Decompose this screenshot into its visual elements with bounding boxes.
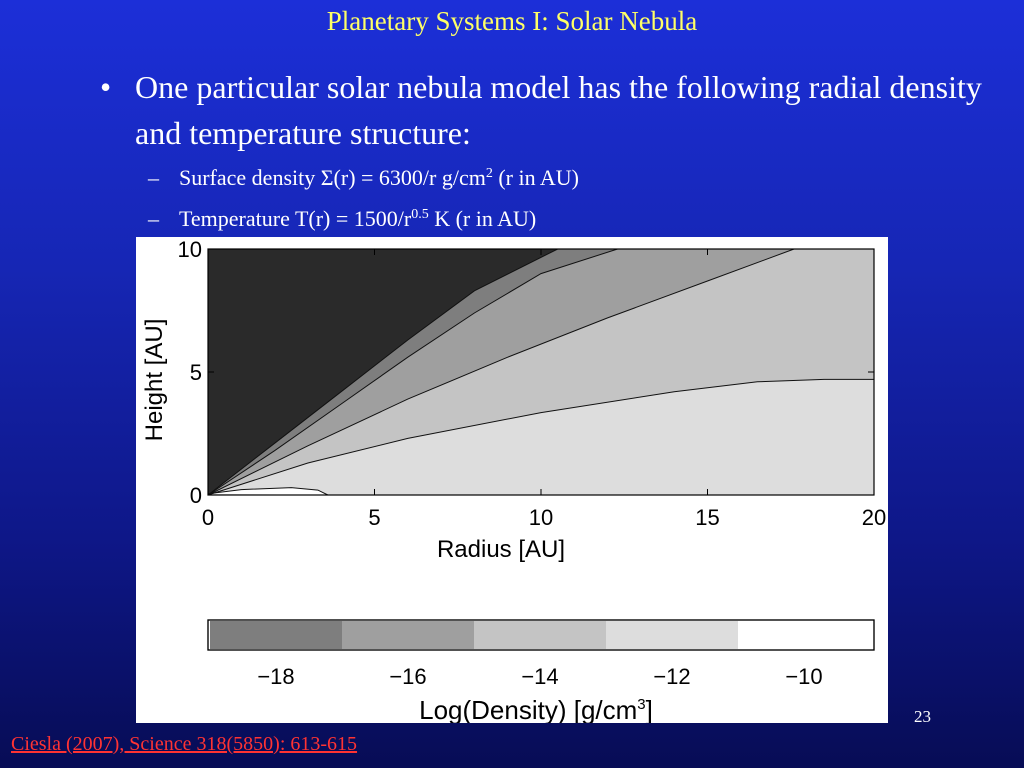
colorbar-band xyxy=(606,621,738,649)
bullet-text: One particular solar nebula model has th… xyxy=(135,69,982,151)
x-tick-label: 0 xyxy=(202,505,214,530)
page-number: 23 xyxy=(914,707,931,726)
contour-region-minus10 xyxy=(208,487,328,495)
sub-bullet-prefix: Temperature T(r) = 1500/r xyxy=(179,206,412,231)
colorbar-tick-label: −18 xyxy=(257,664,294,689)
sub-bullet-prefix: Surface density Σ(r) = 6300/r g/cm xyxy=(179,165,486,190)
y-axis-label: Height [AU] xyxy=(141,319,168,442)
sub-bullet-text: Temperature T(r) = 1500/r0.5 K (r in AU) xyxy=(179,205,536,233)
y-tick-label: 5 xyxy=(190,360,202,385)
sub-bullet-suffix: (r in AU) xyxy=(492,165,580,190)
colorbar-tick-label: −10 xyxy=(785,664,822,689)
colorbar-tick-label: −12 xyxy=(653,664,690,689)
contour-line-minus10 xyxy=(207,487,329,496)
sub-bullet-suffix: K (r in AU) xyxy=(428,206,537,231)
contour-line-minus18 xyxy=(207,248,558,496)
contour-line-minus16 xyxy=(207,248,618,496)
sub-bullet-sup: 2 xyxy=(485,166,493,181)
colorbar-band xyxy=(342,621,474,649)
sub-bullet-dash: – xyxy=(148,206,159,231)
y-tick-label: 0 xyxy=(190,483,202,508)
x-tick-label: 10 xyxy=(529,505,553,530)
colorbar-title: Log(Density) [g/cm3] xyxy=(419,695,653,723)
sub-bullet-sup: 0.5 xyxy=(411,207,429,222)
colorbar-band xyxy=(474,621,606,649)
x-tick-label: 20 xyxy=(862,505,886,530)
density-contour-figure: 0 5 10 15 20 0 5 10 Radius [AU] Height [AU] −18 −16… xyxy=(136,237,888,723)
sub-bullet-text: Surface density Σ(r) = 6300/r g/cm2 (r i… xyxy=(179,164,579,192)
bullet-marker: • xyxy=(100,69,112,105)
x-tick-label: 15 xyxy=(695,505,719,530)
x-tick-label: 5 xyxy=(368,505,380,530)
colorbar-tick-label: −14 xyxy=(521,664,558,689)
slide-title: Planetary Systems I: Solar Nebula xyxy=(326,6,698,36)
sub-bullet-dash: – xyxy=(148,165,159,190)
colorbar-tick-label: −16 xyxy=(389,664,426,689)
contour-region-below-minus18 xyxy=(208,249,558,495)
contour-line-minus12 xyxy=(207,378,874,496)
citation-link[interactable]: Ciesla (2007), Science 318(5850): 613-61… xyxy=(11,733,358,755)
contour-plot-svg: 0 5 10 15 20 0 5 10 Radius [AU] Height [AU] −18 −16… xyxy=(141,237,886,723)
colorbar-band xyxy=(738,621,870,649)
colorbar-band xyxy=(210,621,342,649)
colorbar-outline xyxy=(207,619,875,651)
contour-line-minus14 xyxy=(207,248,795,496)
y-tick-label: 10 xyxy=(178,237,202,262)
x-axis-label: Radius [AU] xyxy=(437,536,565,563)
